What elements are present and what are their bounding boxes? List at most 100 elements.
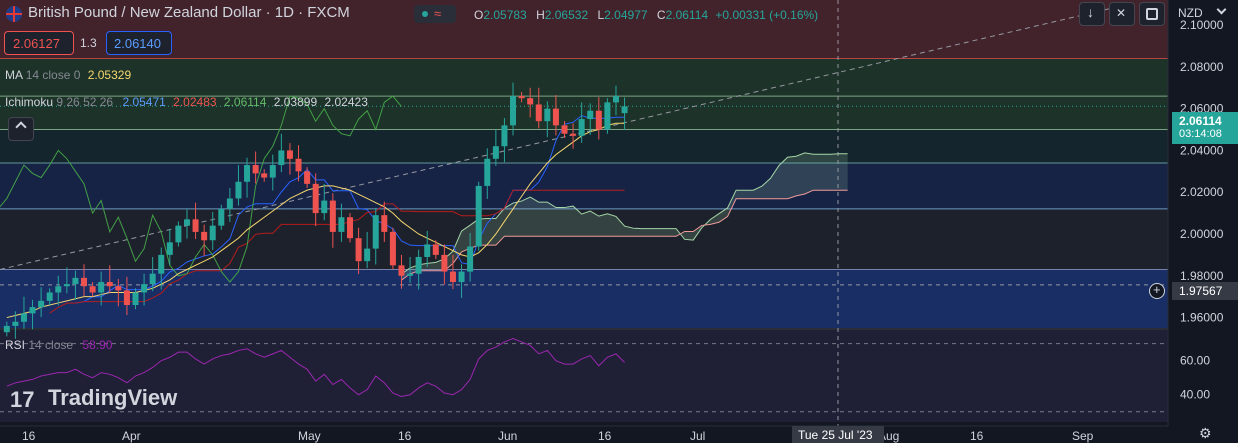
crosshair-date-value: Tue 25 Jul '23	[798, 428, 873, 442]
candle-body	[295, 158, 302, 172]
candle-body	[535, 104, 542, 122]
watermark-text: TradingView	[48, 385, 178, 410]
plus-icon: +	[1153, 282, 1161, 297]
candle	[295, 145, 302, 182]
rsi-legend[interactable]: RSI 14 close 58.90	[5, 338, 112, 352]
ma-name: MA	[5, 68, 23, 82]
candle	[166, 228, 173, 265]
crosshair-plus-button[interactable]: +	[1149, 282, 1165, 299]
candle-body	[484, 158, 491, 186]
candle-body	[304, 171, 311, 184]
last-price-value: 2.06114	[1179, 114, 1222, 128]
candle	[321, 183, 328, 221]
candle-body	[20, 313, 27, 322]
rsi-tick-label: 60.00	[1180, 354, 1210, 368]
buy-button[interactable]: 2.06140	[106, 31, 172, 55]
currency-selector[interactable]: NZD	[1178, 4, 1234, 22]
price-tick-label: 1.98000	[1180, 269, 1224, 283]
ichimoku-name: Ichimoku	[5, 95, 54, 109]
candle-body	[115, 286, 122, 291]
ichimoku-base: 2.02483	[173, 95, 217, 109]
candle-body	[518, 96, 525, 99]
candle	[467, 232, 474, 282]
last-price-label: 2.06114 03:14:08	[1172, 112, 1238, 144]
candle-body	[432, 244, 439, 255]
candle-body	[475, 185, 482, 247]
countdown-value: 03:14:08	[1179, 128, 1222, 140]
time-tick-label: Apr	[122, 429, 141, 443]
candle-body	[3, 325, 10, 333]
price-axis-bg	[1168, 0, 1238, 443]
chevron-down-icon	[1216, 4, 1227, 15]
candle	[20, 296, 27, 329]
candle-body	[355, 238, 362, 262]
ichimoku-legend[interactable]: Ichimoku 9 26 52 26 2.05471 2.02483 2.06…	[5, 95, 368, 109]
candle	[518, 91, 525, 103]
candle	[389, 227, 396, 270]
ichimoku-lead-b: 2.02423	[324, 95, 368, 109]
candle	[424, 230, 431, 267]
rsi-tick-label: 40.00	[1180, 388, 1210, 402]
candle-body	[544, 108, 551, 122]
price-tick-label: 2.08000	[1180, 60, 1224, 74]
screenshot-icon	[1146, 8, 1158, 20]
candle	[55, 275, 62, 306]
chart-title[interactable]: British Pound / New Zealand Dollar · 1D …	[28, 4, 350, 21]
screenshot-button[interactable]	[1139, 2, 1165, 26]
time-tick-label: 16	[598, 429, 612, 443]
sell-price: 2.06127	[13, 36, 60, 51]
candle	[347, 213, 353, 243]
candle-body	[561, 125, 568, 134]
time-axis-settings-button[interactable]: ⚙	[1199, 425, 1213, 442]
candle-body	[244, 165, 251, 182]
zone-band-5	[0, 269, 1168, 328]
candle	[372, 207, 379, 265]
ichimoku-lagging: 2.06114	[223, 95, 267, 109]
candle-body	[278, 150, 285, 166]
candle-body	[612, 96, 619, 103]
candle-body	[38, 300, 45, 308]
candle-body	[424, 244, 431, 257]
candle-body	[458, 271, 465, 283]
fullscreen-button[interactable]: ✕	[1109, 2, 1135, 26]
ohlc-open-label: O	[474, 8, 484, 22]
candle-body	[570, 133, 577, 136]
collapse-legend-button[interactable]	[8, 117, 34, 141]
candle	[106, 265, 113, 294]
candle	[158, 247, 165, 290]
candle	[510, 82, 517, 136]
crosshair-date-label: Tue 25 Jul '23	[792, 426, 884, 443]
candle-body	[492, 146, 499, 159]
time-tick-label: 16	[22, 429, 36, 443]
ichimoku-conversion-line	[75, 115, 625, 304]
candle-body	[578, 119, 585, 136]
candle	[570, 123, 577, 149]
candle	[578, 102, 585, 143]
candle-body	[364, 248, 371, 262]
sell-button[interactable]: 2.06127	[4, 31, 74, 55]
candle-body	[604, 102, 611, 130]
price-tick-label: 1.96000	[1180, 311, 1224, 325]
candle-body	[63, 284, 70, 287]
candle-body	[141, 284, 148, 293]
candle	[595, 97, 602, 140]
candle-body	[329, 200, 336, 232]
ohlc-low-label: L	[597, 8, 605, 22]
candle	[621, 97, 628, 131]
ma-legend[interactable]: MA 14 close 0 2.05329	[5, 68, 131, 82]
market-status-badge[interactable]: ≈	[414, 5, 456, 23]
rsi-params: 14 close	[28, 338, 74, 352]
candle	[141, 273, 148, 306]
candle	[398, 254, 405, 289]
candle-body	[621, 106, 628, 114]
candle	[286, 143, 293, 175]
scroll-down-button[interactable]: ↓	[1079, 2, 1105, 26]
candle	[338, 203, 345, 242]
ma-value: 2.05329	[87, 68, 132, 82]
rsi-line	[6, 337, 625, 397]
fullscreen-icon: ✕	[1116, 6, 1127, 20]
rsi-value: 58.90	[82, 338, 113, 352]
candle-body	[501, 125, 508, 147]
